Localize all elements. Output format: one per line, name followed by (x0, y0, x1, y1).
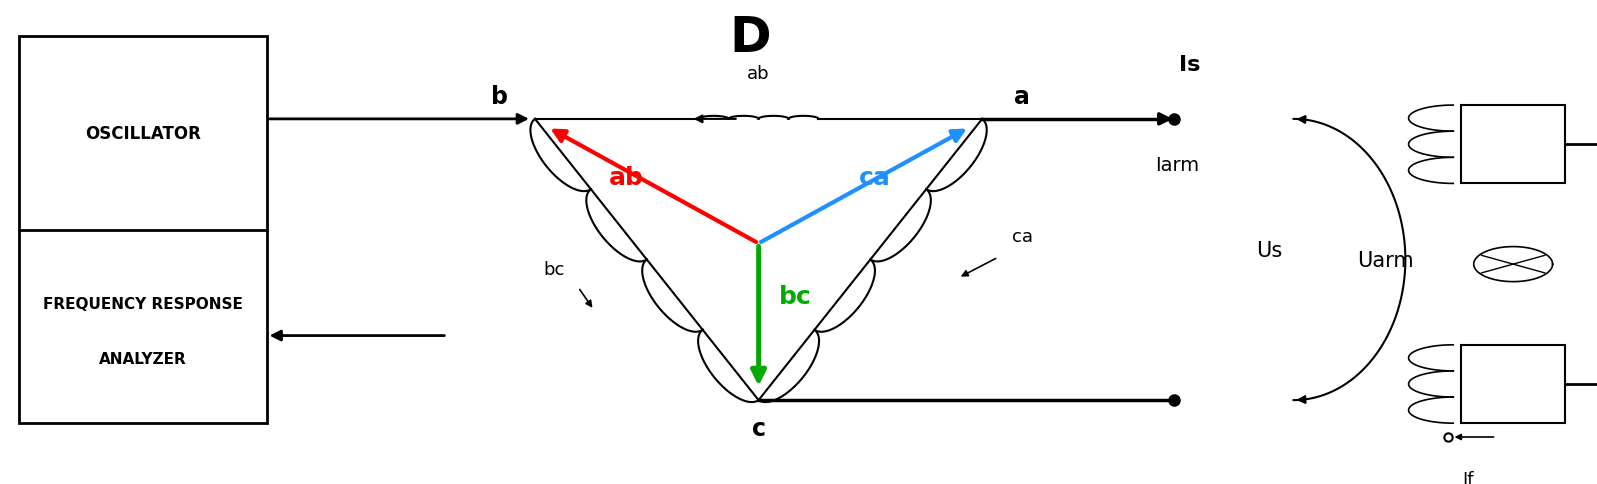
Text: c: c (752, 416, 765, 440)
Text: D: D (730, 14, 771, 61)
Text: a: a (1014, 85, 1030, 108)
Text: Us: Us (1257, 241, 1282, 261)
Text: ab: ab (608, 165, 644, 189)
Text: bc: bc (543, 260, 565, 278)
Text: Uarm: Uarm (1357, 250, 1413, 270)
Text: Iarm: Iarm (1155, 156, 1199, 175)
Text: OSCILLATOR: OSCILLATOR (85, 124, 201, 142)
Bar (1461, 106, 1565, 184)
Text: Is: Is (1179, 54, 1201, 75)
Text: ANALYZER: ANALYZER (99, 351, 187, 366)
Text: ca: ca (859, 165, 891, 189)
Bar (19, 37, 267, 424)
Text: b: b (492, 85, 508, 108)
Text: ab: ab (747, 65, 770, 83)
Text: FREQUENCY RESPONSE: FREQUENCY RESPONSE (43, 296, 243, 311)
Text: If: If (1461, 469, 1474, 484)
Bar (1461, 345, 1565, 424)
Text: ca: ca (1011, 228, 1033, 246)
Text: bc: bc (779, 285, 811, 309)
